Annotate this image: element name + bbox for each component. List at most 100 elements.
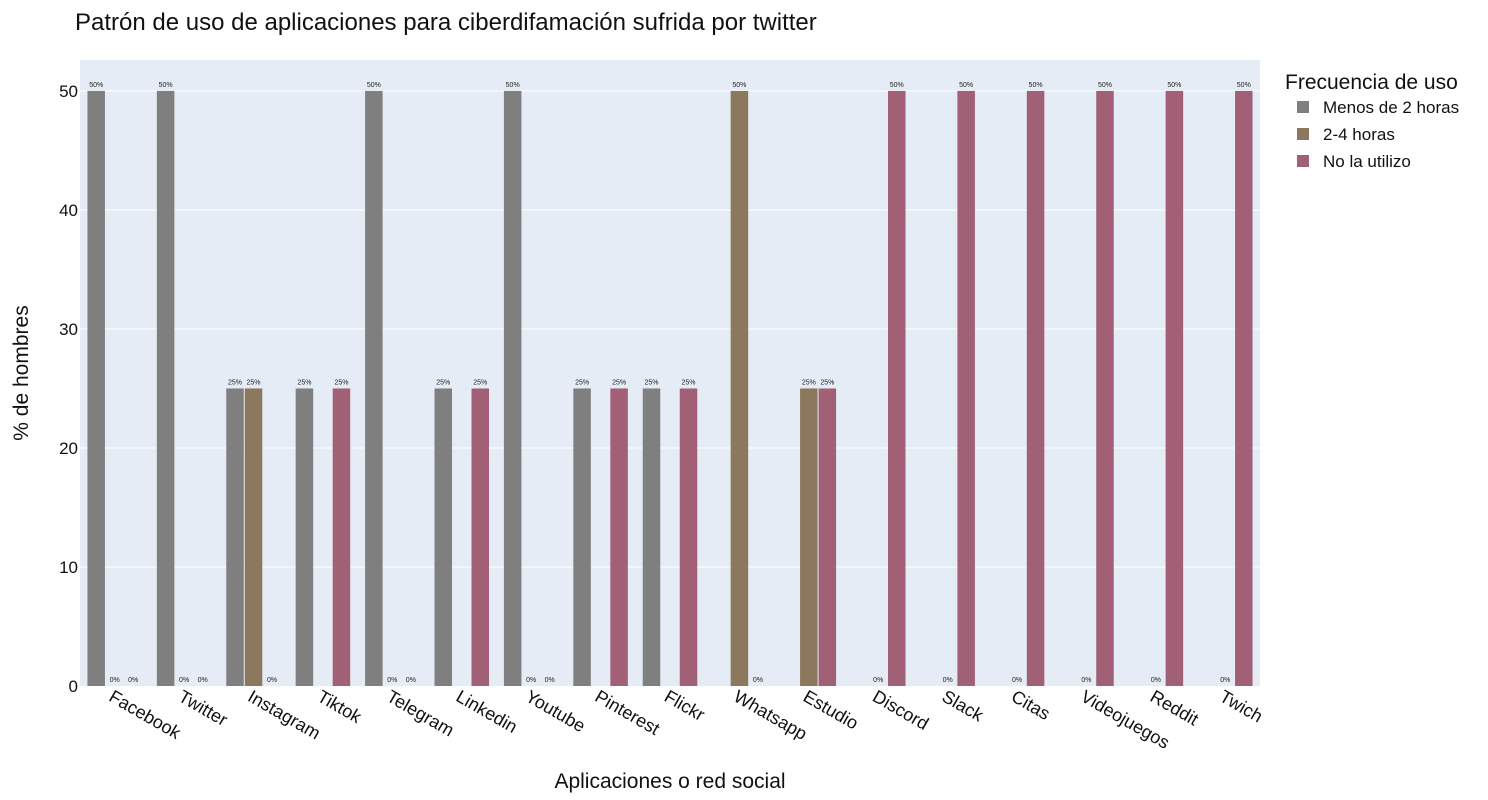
bar: [244, 388, 263, 686]
y-tick-label: 30: [59, 320, 78, 339]
bar-value-label: 0%: [1081, 677, 1091, 684]
bar-value-label: 0%: [110, 677, 120, 684]
bar: [679, 388, 698, 686]
bar-value-label: 25%: [228, 379, 242, 386]
bar: [1235, 90, 1253, 686]
bar: [1096, 90, 1114, 686]
bar-value-label: 25%: [820, 379, 834, 386]
y-tick-label: 0: [69, 677, 78, 696]
bar: [471, 388, 490, 686]
x-tick-label: Tiktok: [314, 686, 366, 727]
legend: Frecuencia de uso Menos de 2 horas 2-4 ho…: [1285, 71, 1459, 171]
bar: [730, 90, 749, 686]
bar-value-label: 50%: [367, 82, 381, 89]
bar-value-label: 25%: [644, 379, 658, 386]
y-axis-ticks: 0 10 20 30 40 50: [59, 82, 78, 696]
bar: [332, 388, 351, 686]
x-tick-label: Telegram: [383, 686, 457, 740]
x-tick-label: Linkedin: [453, 686, 521, 737]
bar-value-label: 25%: [297, 379, 311, 386]
x-tick-label: Flickr: [661, 686, 708, 725]
bar: [434, 388, 453, 686]
bar: [610, 388, 628, 686]
x-tick-label: Whatsapp: [730, 686, 810, 744]
bar-value-label: 0%: [1012, 677, 1022, 684]
bar-value-label: 0%: [1151, 677, 1161, 684]
bar-value-label: 50%: [506, 82, 520, 89]
bar-value-label: 50%: [1098, 82, 1112, 89]
bar-value-label: 25%: [802, 379, 816, 386]
bar: [365, 90, 383, 686]
bar-value-label: 0%: [1220, 677, 1230, 684]
x-tick-label: Discord: [869, 686, 932, 734]
bar: [295, 388, 314, 686]
bar-value-label: 25%: [682, 379, 696, 386]
bar-value-label: 25%: [473, 379, 487, 386]
bar: [573, 388, 591, 686]
y-tick-label: 20: [59, 439, 78, 458]
legend-title: Frecuencia de uso: [1285, 71, 1458, 94]
y-tick-label: 50: [59, 82, 78, 101]
bar-labels: 50% 50% 25% 25% 50% 25% 50% 25% 25% 0% 0% 25% 0% 0% 50…: [89, 82, 1251, 684]
bar-value-label: 50%: [732, 82, 746, 89]
bar-value-label: 0%: [267, 677, 277, 684]
bar-value-label: 25%: [247, 379, 261, 386]
bar: [503, 90, 522, 686]
bar: [1026, 90, 1045, 686]
x-tick-label: Facebook: [106, 686, 185, 743]
y-tick-label: 10: [59, 558, 78, 577]
bar-value-label: 50%: [1237, 82, 1251, 89]
chart-title: Patrón de uso de aplicaciones para ciber…: [75, 9, 817, 36]
bar-value-label: 50%: [89, 82, 103, 89]
bar-value-label: 25%: [612, 379, 626, 386]
legend-item-label: 2-4 horas: [1323, 125, 1395, 144]
x-axis-title: Aplicaciones o red social: [554, 770, 785, 793]
x-tick-label: Twich: [1216, 686, 1266, 726]
x-tick-label: Instagram: [245, 686, 324, 743]
x-tick-label: Reddit: [1147, 686, 1202, 729]
legend-item-label: No la utilizo: [1323, 152, 1411, 171]
legend-swatch: [1297, 155, 1309, 167]
bar-value-label: 50%: [890, 82, 904, 89]
bar-value-label: 0%: [406, 677, 416, 684]
bar-value-label: 50%: [1029, 82, 1043, 89]
gridlines: [80, 90, 1260, 568]
legend-swatch: [1297, 101, 1309, 113]
y-axis-title: % de hombres: [10, 305, 33, 440]
bar-value-label: 25%: [575, 379, 589, 386]
bar-value-label: 0%: [179, 677, 189, 684]
bar: [1165, 90, 1184, 686]
legend-item-label: Menos de 2 horas: [1323, 98, 1459, 117]
bar-value-label: 0%: [526, 677, 536, 684]
bar-value-label: 0%: [128, 677, 138, 684]
x-tick-label: Citas: [1008, 686, 1054, 724]
bar-value-label: 25%: [436, 379, 450, 386]
bar: [642, 388, 661, 686]
x-tick-label: Pinterest: [592, 686, 664, 739]
x-tick-label: Slack: [939, 686, 988, 726]
bar-value-label: 50%: [159, 82, 173, 89]
bar-value-label: 50%: [1167, 82, 1181, 89]
y-tick-label: 40: [59, 201, 78, 220]
x-tick-label: Youtube: [522, 686, 589, 736]
bar: [818, 388, 837, 686]
bar-value-label: 0%: [545, 677, 555, 684]
bar-value-label: 50%: [959, 82, 973, 89]
legend-swatch: [1297, 128, 1309, 140]
bar-value-label: 0%: [387, 677, 397, 684]
bar: [156, 90, 175, 686]
bar-value-label: 0%: [873, 677, 883, 684]
plot-background: [80, 60, 1260, 686]
bar-value-label: 0%: [198, 677, 208, 684]
bar: [887, 90, 906, 686]
bar-value-label: 25%: [334, 379, 348, 386]
bars: [87, 90, 1253, 686]
bar-value-label: 0%: [753, 677, 763, 684]
bar-value-label: 0%: [943, 677, 953, 684]
bar: [957, 90, 975, 686]
x-tick-label: Twitter: [175, 686, 231, 730]
bar: [87, 90, 105, 686]
bar: [226, 388, 244, 686]
